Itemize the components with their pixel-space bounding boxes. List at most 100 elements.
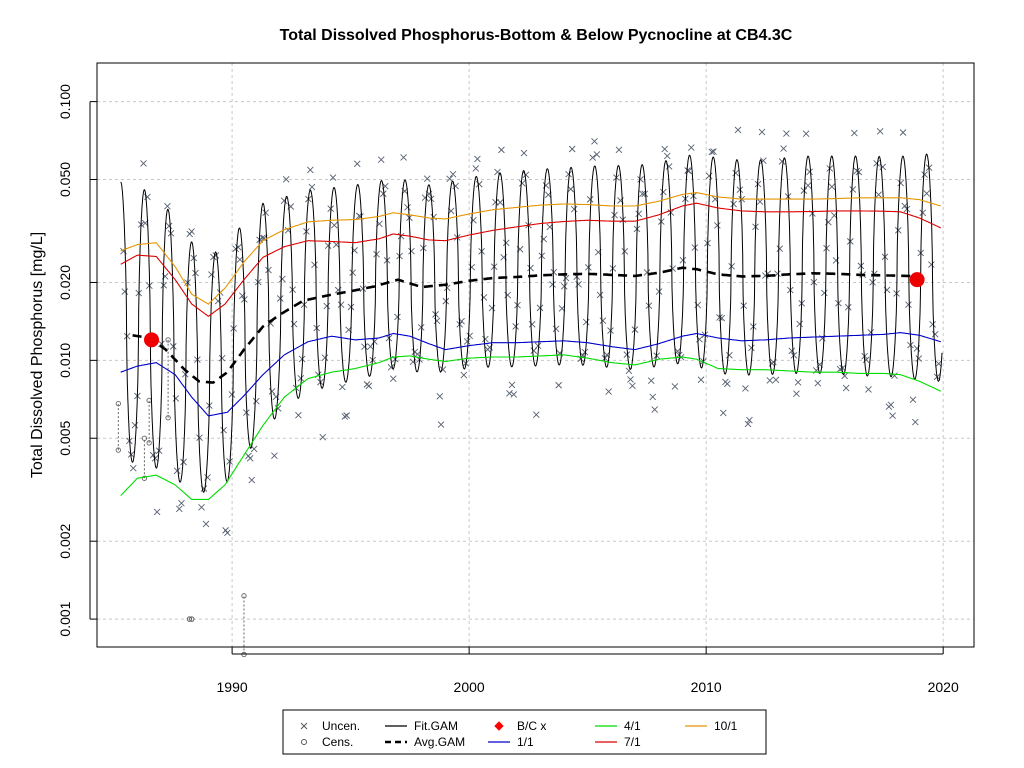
uncensored-marker: [349, 269, 356, 276]
uncensored-marker: [321, 354, 329, 362]
uncensored-marker: [417, 323, 425, 331]
uncensored-marker: [379, 190, 387, 198]
uncensored-marker: [661, 145, 668, 153]
uncensored-marker: [330, 221, 338, 229]
uncensored-marker: [437, 421, 445, 428]
uncensored-marker: [591, 138, 598, 145]
series-lines: [120, 192, 942, 500]
uncensored-marker: [271, 452, 278, 460]
uncensored-marker: [192, 269, 199, 277]
fit-gam-series: [120, 153, 943, 493]
censored-marker: [146, 440, 152, 446]
uncensored-marker: [876, 127, 884, 135]
uncensored-marker: [593, 151, 601, 158]
legend-label: 7/1: [624, 735, 641, 749]
censored-marker: [241, 593, 247, 599]
uncensored-marker: [887, 401, 895, 409]
uncensored-marker: [343, 412, 350, 419]
uncensored-marker: [306, 166, 314, 174]
uncensored-marker: [339, 383, 346, 391]
legend-label: 10/1: [714, 719, 738, 733]
uncensored-marker: [160, 281, 168, 289]
uncensored-marker: [660, 188, 667, 196]
legend-label: Cens.: [322, 735, 353, 749]
uncensored-marker: [532, 411, 540, 419]
uncensored-marker: [679, 256, 687, 264]
uncensored-marker: [651, 406, 658, 413]
uncensored-marker: [389, 375, 397, 382]
uncensored-marker: [178, 499, 185, 507]
uncensored-marker: [931, 330, 939, 338]
uncensored-marker: [844, 303, 852, 311]
bc-points: [144, 272, 925, 348]
uncensored-marker: [855, 168, 863, 176]
uncensored-marker: [248, 476, 256, 484]
censored-marker: [141, 435, 148, 441]
uncensored-marker: [175, 505, 183, 513]
uncensored-marker: [582, 318, 590, 326]
uncensored-marker: [449, 170, 457, 178]
uncensored-marker: [512, 323, 520, 330]
uncensored-marker: [319, 433, 327, 441]
uncensored-marker: [552, 325, 560, 333]
uncensored-marker: [198, 503, 205, 511]
uncensored-marker: [742, 385, 749, 392]
series-line-1-1: [120, 332, 941, 417]
legend-item: B/C x: [494, 719, 546, 733]
uncensored-marker: [639, 190, 646, 198]
uncensored-marker: [873, 159, 880, 167]
uncensored-marker: [131, 421, 139, 429]
uncensored-marker: [586, 196, 594, 203]
uncensored-marker: [329, 174, 337, 181]
uncensored-marker: [506, 390, 513, 397]
y-tick-label: 0.010: [57, 343, 73, 378]
series-line-avg-gam: [132, 266, 920, 384]
uncensored-marker: [581, 348, 589, 356]
x-tick-label: 1990: [217, 679, 248, 695]
uncensored-marker: [377, 156, 385, 163]
uncensored-marker: [875, 191, 882, 198]
uncensored-marker: [394, 313, 401, 321]
uncensored-marker: [684, 167, 691, 174]
uncensored-marker: [297, 375, 305, 382]
uncensored-marker: [510, 391, 518, 398]
uncensored-marker: [788, 347, 796, 355]
legend-bc-icon: [494, 721, 504, 731]
uncensored-marker: [188, 228, 195, 235]
uncensored-marker: [806, 168, 813, 176]
series-line-4-1: [120, 354, 942, 500]
uncensored-marker: [589, 154, 596, 161]
uncensored-marker: [921, 171, 928, 178]
uncensored-marker: [839, 364, 846, 372]
uncensored-marker: [508, 381, 516, 389]
uncensored-marker: [748, 344, 755, 352]
uncensored-marker: [647, 377, 655, 384]
y-tick-label: 0.020: [57, 265, 73, 300]
uncensored-marker: [324, 242, 332, 250]
uncensored-marker: [842, 384, 850, 392]
y-tick-label: 0.002: [57, 523, 73, 558]
legend-item: Uncen.: [300, 719, 360, 733]
uncensored-marker: [746, 416, 753, 424]
uncensored-marker: [565, 170, 572, 178]
uncensored-marker: [728, 262, 735, 270]
y-tick-label: 0.001: [57, 601, 73, 636]
uncensored-marker: [599, 317, 607, 325]
uncensored-marker: [849, 186, 857, 193]
uncensored-marker: [899, 129, 907, 136]
uncensored-marker: [496, 199, 504, 206]
uncensored-marker: [423, 175, 431, 182]
uncensored-marker: [268, 388, 276, 395]
uncensored-marker: [621, 248, 629, 255]
uncensored-marker: [196, 434, 203, 442]
uncensored-marker: [790, 352, 798, 359]
uncensored-marker: [520, 149, 528, 157]
uncensored-marker: [615, 146, 623, 154]
legend: Uncen. Cens. Fit.GAM Avg.GAM B/C x 1/1 4/1 7/1 1…: [282, 709, 767, 755]
uncensored-marker: [308, 183, 316, 191]
uncensored-marker: [744, 420, 752, 428]
uncensored-marker: [140, 160, 147, 167]
uncensored-marker: [584, 263, 592, 271]
uncensored-marker: [498, 146, 505, 154]
